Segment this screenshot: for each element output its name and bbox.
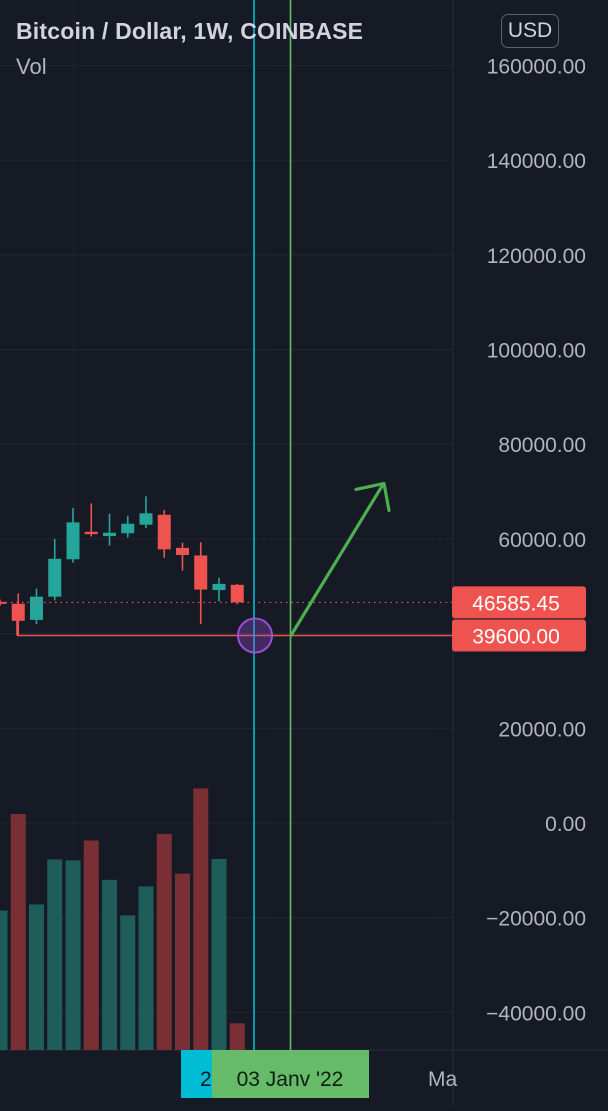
price-axis-tick-label: 80000.00 <box>498 434 586 457</box>
volume-bar <box>138 886 154 1050</box>
candle-body <box>157 514 171 550</box>
last-price-tag: 46585.45 <box>472 592 560 615</box>
cyan-date-tag: 2 <box>200 1068 212 1091</box>
cyan-date-tag-background <box>181 1050 214 1098</box>
volume-bar <box>120 915 136 1050</box>
support-level-tag-background <box>452 619 586 652</box>
price-axis-tick-label: 140000.00 <box>487 150 586 173</box>
volume-legend[interactable]: Vol <box>16 54 47 79</box>
candle-body <box>66 522 80 560</box>
volume-bar <box>193 788 209 1050</box>
volume-bar <box>10 814 26 1050</box>
last-price-tag-background <box>452 586 586 619</box>
support-level-tag: 39600.00 <box>472 625 560 648</box>
candle-body <box>139 513 153 525</box>
volume-bar <box>83 840 99 1050</box>
price-axis-tick-label: −40000.00 <box>486 1002 586 1025</box>
volume-bar <box>175 873 190 1050</box>
price-axis-tick-label: 160000.00 <box>487 55 586 78</box>
candle-body <box>103 532 116 537</box>
circle-annotation[interactable] <box>237 617 273 654</box>
volume-bar <box>29 904 44 1050</box>
price-axis-tick-label: 60000.00 <box>498 529 586 552</box>
volume-bar <box>229 1023 245 1050</box>
volume-bar <box>47 859 63 1050</box>
candle-body <box>48 558 62 597</box>
arrow-annotation-shaft[interactable] <box>289 482 385 638</box>
volume-bar <box>156 833 172 1050</box>
price-axis-tick-label: 100000.00 <box>487 340 586 363</box>
price-axis-tick-label: 20000.00 <box>498 718 586 741</box>
candle-body <box>176 547 189 555</box>
time-axis-label: Ma <box>428 1068 457 1091</box>
price-axis-tick-label: 120000.00 <box>487 245 586 268</box>
candle-body <box>84 531 98 535</box>
volume-bar <box>0 910 8 1050</box>
candle-body <box>30 596 43 620</box>
volume-bar <box>65 860 81 1050</box>
currency-button[interactable]: USD <box>501 14 559 48</box>
price-axis-tick-label: 0.00 <box>545 813 586 836</box>
candle-body <box>230 584 244 603</box>
candle-body <box>11 603 25 621</box>
volume-bar <box>102 879 117 1050</box>
candle-body <box>212 583 226 591</box>
symbol-title[interactable]: Bitcoin / Dollar, 1W, COINBASE <box>16 18 364 44</box>
green-date-tag-background <box>212 1050 369 1098</box>
candle-body <box>0 601 7 604</box>
arrow-annotation-head <box>354 481 391 513</box>
green-date-tag: 03 Janv '22 <box>237 1068 344 1091</box>
price-axis-tick-label: −20000.00 <box>486 908 586 931</box>
volume-bar <box>211 858 227 1050</box>
candle-body <box>121 523 135 534</box>
candle-body <box>194 555 208 590</box>
